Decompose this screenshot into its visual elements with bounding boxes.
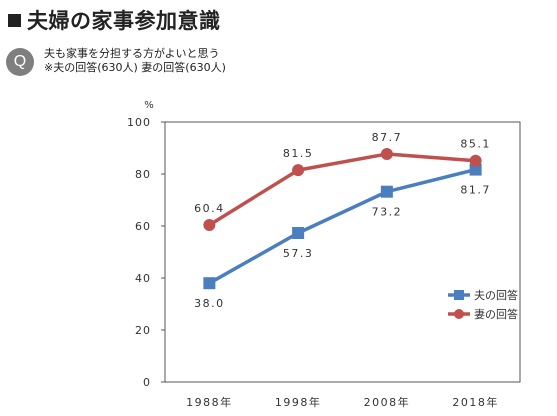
legend-marker-circle — [454, 309, 464, 319]
title-row: 夫婦の家事参加意識 — [8, 5, 221, 35]
x-tick-label: 2018年 — [452, 395, 499, 409]
plot-frame — [164, 121, 521, 383]
legend-label: 妻の回答 — [474, 307, 518, 321]
data-label: 85.1 — [460, 138, 491, 151]
y-tick-label: 20 — [135, 324, 151, 337]
data-label: 60.4 — [194, 202, 225, 215]
x-tick-label: 1998年 — [275, 395, 322, 409]
data-point-square — [292, 227, 305, 240]
data-label: 81.7 — [460, 184, 491, 197]
data-point-circle — [469, 154, 482, 167]
y-tick-label: 40 — [135, 272, 151, 285]
data-label: 81.5 — [283, 147, 314, 160]
y-axis-unit: % — [144, 100, 154, 111]
data-label: 57.3 — [283, 247, 314, 260]
data-point-square — [469, 163, 482, 176]
y-tick-label: 60 — [135, 220, 151, 233]
data-label: 87.7 — [372, 131, 403, 144]
y-tick-label: 80 — [135, 168, 151, 181]
legend-marker-square — [454, 290, 464, 300]
data-point-circle — [292, 164, 305, 177]
data-point-square — [203, 277, 216, 290]
series-line-2 — [208, 152, 476, 227]
x-tick-label: 2008年 — [364, 395, 411, 409]
x-tick-label: 1988年 — [186, 395, 233, 409]
series-line-1 — [208, 167, 477, 285]
question-text: 夫も家事を分担する方がよいと思う ※夫の回答(630人) 妻の回答(630人) — [44, 47, 226, 75]
data-label: 38.0 — [194, 297, 225, 310]
question-line-1: 夫も家事を分担する方がよいと思う — [44, 47, 220, 60]
y-tick-label: 0 — [143, 376, 151, 389]
data-point-circle — [380, 147, 393, 160]
square-bullet-icon — [8, 13, 21, 27]
data-point-circle — [203, 218, 216, 231]
legend-label: 夫の回答 — [474, 288, 518, 302]
question-badge: Q — [6, 48, 34, 76]
data-label: 73.2 — [372, 206, 403, 219]
y-tick-label: 100 — [127, 116, 151, 129]
page-title: 夫婦の家事参加意識 — [27, 9, 221, 33]
data-point-square — [380, 185, 393, 198]
question-line-2: ※夫の回答(630人) 妻の回答(630人) — [44, 61, 226, 74]
